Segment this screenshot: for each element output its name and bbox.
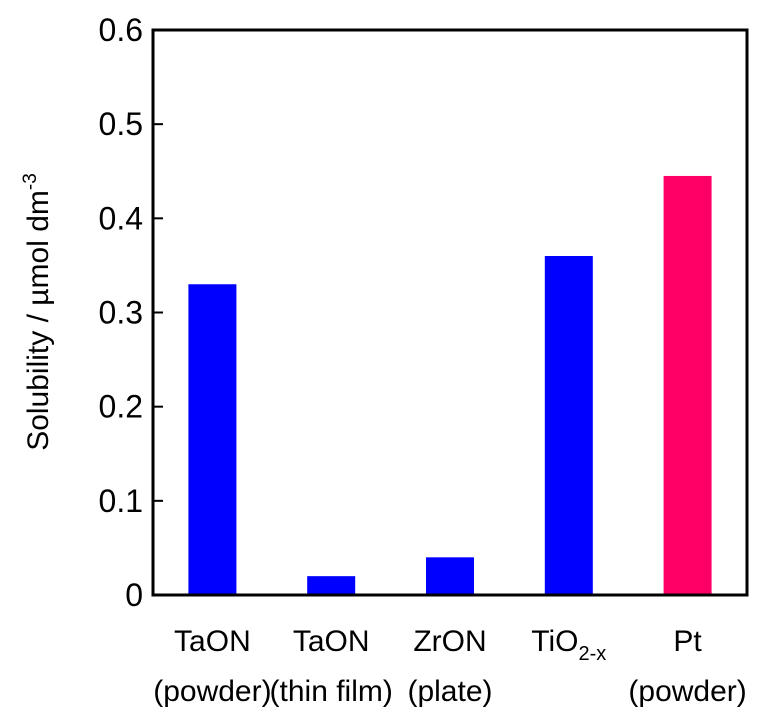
y-tick-label: 0.2 (99, 389, 143, 425)
bars-group (188, 175, 712, 596)
x-category-detail: (powder) (153, 675, 271, 708)
x-category-label: ZrON (413, 625, 486, 658)
plot-frame (151, 28, 749, 597)
bar (544, 256, 593, 595)
bar (307, 576, 356, 595)
x-category-label: TiO2-x (531, 625, 606, 665)
x-labels-group: TaON (powder) TaON (thin film) ZrON (plate) Ti… (153, 625, 747, 708)
bar (188, 284, 237, 595)
x-category-detail: (powder) (628, 675, 746, 708)
x-category-detail: (plate) (407, 675, 492, 708)
y-tick-label: 0.5 (99, 106, 143, 142)
y-axis-title: Solubility / µmol dm-3 (20, 173, 55, 451)
y-tick-label: 0 (125, 577, 143, 613)
y-tick-label: 0.4 (99, 200, 143, 236)
x-category-label: TaON (293, 625, 370, 658)
x-category-subscript: 2-x (579, 643, 607, 665)
x-category-label: TaON (174, 625, 251, 658)
x-category-name: ZrON (413, 625, 486, 658)
bar (663, 175, 712, 596)
x-category-name: TiO (531, 625, 578, 658)
y-tick-label: 0.6 (99, 12, 143, 48)
y-tick-label: 0.3 (99, 295, 143, 331)
y-ticks-group: 0 0.1 0.2 0.3 0.4 0.5 0.6 (99, 12, 163, 613)
x-category-name: Pt (673, 625, 702, 658)
y-tick-label: 0.1 (99, 483, 143, 519)
x-category-label: Pt (673, 625, 702, 658)
x-category-name: TaON (293, 625, 370, 658)
bar (426, 557, 474, 595)
y-axis-title-superscript: -3 (20, 173, 41, 190)
y-axis-title-main: Solubility / µmol dm (22, 190, 55, 451)
x-category-name: TaON (174, 625, 251, 658)
x-category-detail: (thin film) (270, 675, 393, 708)
